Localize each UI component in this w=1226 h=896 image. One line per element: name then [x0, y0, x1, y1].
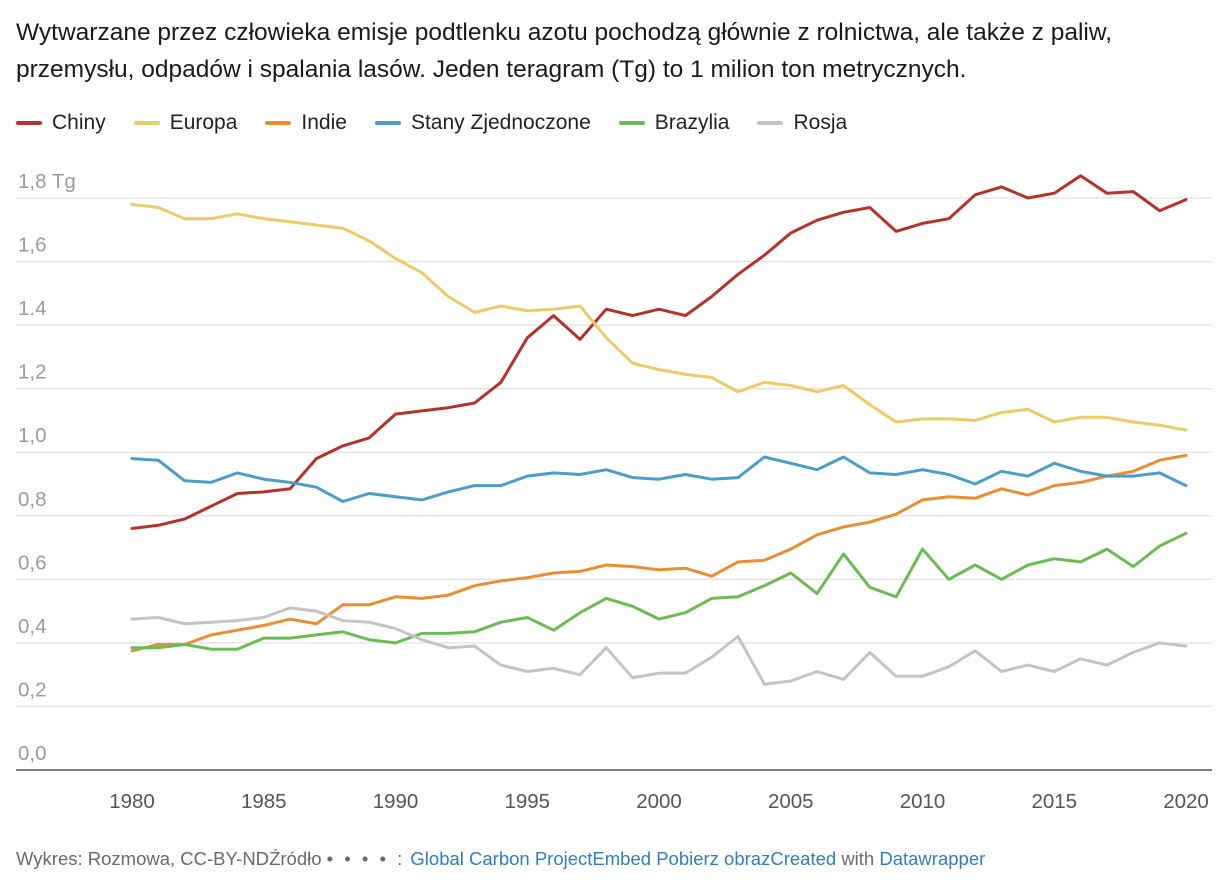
y-tick-label: 0,0	[18, 742, 47, 765]
legend-label: Rosja	[793, 111, 848, 134]
legend-item: Brazylia	[618, 111, 730, 135]
y-tick-label: 0,8	[18, 488, 47, 511]
x-tick-label: 1985	[241, 790, 287, 813]
y-tick-label: 1,8 Tg	[18, 170, 76, 193]
download-image-link[interactable]: Pobierz obraz	[656, 848, 771, 869]
series-line-europa	[130, 202, 1188, 432]
legend-swatch	[265, 121, 292, 125]
x-tick-label: 2005	[768, 790, 814, 813]
x-tick-label: 2015	[1031, 790, 1077, 813]
y-tick-label: 1,0	[18, 424, 47, 447]
chart-legend: Chiny Europa Indie Stany Zjednoczone Brazyli…	[16, 111, 875, 135]
legend-label: Stany Zjednoczone	[410, 111, 591, 134]
created-link[interactable]: Created	[770, 848, 837, 869]
embed-link[interactable]: Embed	[592, 848, 652, 869]
series-line-rosja	[130, 606, 1188, 686]
y-tick-label: 1.4	[18, 297, 47, 320]
x-axis-labels: 1980 1985 1990 1995 2000 2005 2010 2015 2020	[109, 790, 1209, 813]
datawrapper-link[interactable]: Datawrapper	[879, 848, 986, 869]
series-line-indie	[130, 453, 1188, 653]
x-tick-label: 2020	[1163, 790, 1209, 813]
y-axis-labels: 0,0 0,2 0,4 0,6 0,8 1,0 1,2 1.4 1,6 1,8 Tg	[18, 170, 76, 765]
x-tick-label: 2000	[636, 790, 682, 813]
legend-label: Brazylia	[654, 111, 730, 134]
y-tick-label: 1,2	[18, 361, 47, 384]
y-tick-label: 1,6	[18, 234, 47, 257]
legend-swatch	[374, 121, 401, 125]
source-link[interactable]: Global Carbon Project	[410, 848, 593, 869]
legend-swatch	[757, 121, 784, 125]
legend-item: Chiny	[16, 111, 106, 135]
legend-item: Stany Zjednoczone	[374, 111, 591, 135]
legend-swatch	[618, 121, 645, 125]
series-lines	[130, 174, 1188, 686]
legend-label: Chiny	[52, 111, 106, 134]
gridlines	[16, 197, 1212, 771]
chart-footer: Wykres: Rozmowa, CC-BY-NDŹródło • • • • …	[16, 848, 985, 870]
legend-item: Europa	[133, 111, 238, 135]
x-tick-label: 1995	[504, 790, 550, 813]
x-tick-label: 1980	[109, 790, 155, 813]
x-tick-label: 2010	[900, 790, 946, 813]
y-tick-label: 0,4	[18, 615, 47, 638]
series-line-brazylia	[130, 531, 1188, 651]
footer-dots: • • • • :	[326, 848, 406, 869]
legend-label: Europa	[169, 111, 238, 134]
footer-credit: Wykres: Rozmowa, CC-BY-ND	[16, 848, 270, 869]
footer-with: with	[841, 848, 875, 869]
x-tick-label: 1990	[373, 790, 419, 813]
legend-swatch	[16, 121, 42, 125]
legend-label: Indie	[301, 111, 347, 134]
series-line-stany-zjednoczone	[130, 455, 1188, 503]
y-tick-label: 0,2	[18, 678, 47, 701]
legend-item: Indie	[265, 111, 347, 135]
footer-source-label: Źródło	[269, 848, 322, 869]
legend-item: Rosja	[757, 111, 847, 135]
series-line-chiny	[130, 174, 1188, 530]
legend-swatch	[133, 121, 160, 125]
line-chart: 0,00,20,40,60,81,01,21.41,61,8 Tg 1980 19…	[16, 170, 1212, 813]
chart-title: Wytwarzane przez człowieka emisje podtle…	[16, 19, 1113, 83]
y-tick-label: 0,6	[18, 551, 47, 574]
